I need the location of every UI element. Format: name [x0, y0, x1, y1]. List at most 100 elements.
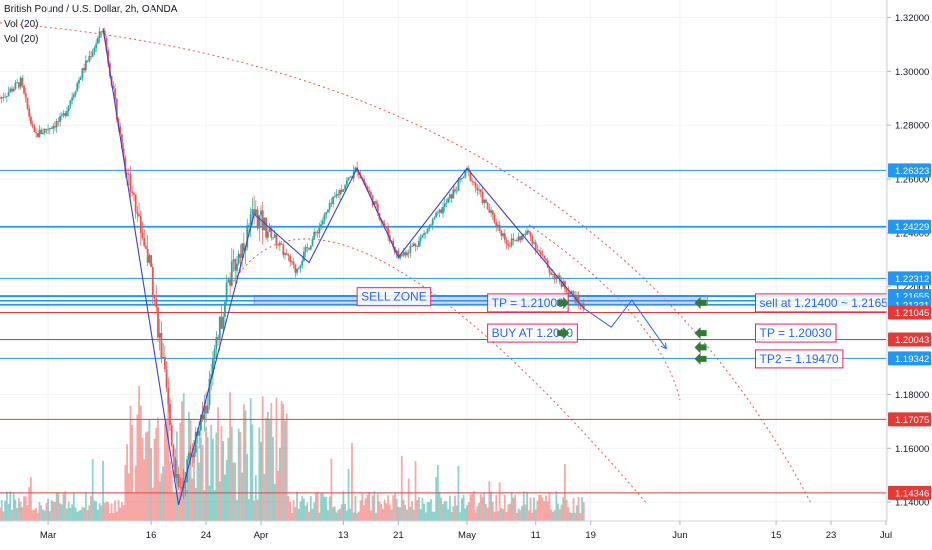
volume-bar-146 — [249, 398, 252, 521]
volume-bar-193 — [330, 458, 333, 521]
volume-bar-189 — [323, 496, 326, 521]
candle-130 — [222, 312, 225, 334]
arc-2 — [233, 238, 646, 503]
volume-bar-8 — [12, 492, 15, 521]
volume-bar-76 — [129, 405, 132, 521]
candle-275 — [471, 178, 474, 186]
candle-319 — [546, 257, 549, 268]
volume-bar-274 — [469, 494, 472, 521]
volume-bar-216 — [369, 510, 372, 521]
candle-265 — [454, 185, 456, 194]
volume-bar-172 — [294, 506, 297, 521]
volume-bar-92 — [157, 417, 159, 521]
volume-bar-250 — [428, 501, 431, 521]
volume-bar-128 — [218, 481, 221, 521]
volume-bar-124 — [212, 438, 214, 521]
volume-bar-106 — [181, 401, 183, 521]
candle-95 — [162, 343, 165, 359]
volume-bar-211 — [361, 492, 364, 521]
volume-bar-273 — [467, 502, 470, 521]
candle-165 — [282, 243, 285, 259]
volume-bar-78 — [133, 493, 135, 521]
candle-188 — [321, 217, 324, 229]
volume-bar-213 — [364, 498, 367, 521]
candle-49 — [83, 63, 86, 74]
volume-bar-176 — [301, 496, 304, 521]
candle-31 — [52, 122, 55, 134]
candle-294 — [503, 229, 506, 244]
volume-bar-304 — [521, 505, 523, 521]
volume-bar-121 — [206, 437, 209, 521]
volume-bar-270 — [462, 494, 465, 521]
volume-bar-180 — [308, 511, 310, 521]
volume-bar-203 — [347, 468, 350, 521]
candle-124 — [212, 351, 214, 386]
volume-bar-148 — [253, 500, 256, 521]
indicator-volume-2[interactable]: Vol (20) — [4, 34, 39, 45]
annotation-text-1: TP = 1.21000 — [492, 296, 564, 310]
volume-bar-186 — [318, 512, 321, 521]
price-level-label-6: 1.20043 — [895, 335, 929, 346]
volume-bar-44 — [74, 507, 77, 521]
price-tick-label-3: 1.26000 — [895, 175, 929, 186]
volume-bar-90 — [153, 438, 156, 521]
volume-bar-136 — [232, 462, 235, 521]
candle-43 — [72, 92, 75, 100]
volume-bar-64 — [108, 512, 111, 521]
volume-bar-259 — [443, 500, 446, 521]
volume-bar-17 — [28, 486, 31, 521]
volume-bar-209 — [357, 511, 360, 521]
candle-70 — [119, 122, 122, 135]
candle-22 — [36, 132, 39, 138]
volume-bar-231 — [395, 498, 398, 521]
volume-bar-199 — [340, 504, 343, 521]
volume-bar-20 — [33, 509, 36, 521]
volume-bar-55 — [93, 500, 96, 521]
candle-13 — [21, 75, 24, 89]
date-tick-label-3: Apr — [254, 530, 269, 541]
volume-bar-139 — [237, 428, 240, 521]
candle-25 — [42, 128, 44, 135]
volume-bar-48 — [81, 506, 84, 521]
volume-bar-338 — [579, 512, 582, 521]
candle-204 — [349, 175, 352, 178]
volume-bar-56 — [95, 501, 98, 521]
volume-bar-303 — [519, 510, 522, 521]
volume-bar-241 — [412, 509, 415, 521]
volume-bar-158 — [270, 403, 273, 521]
candle-308 — [527, 229, 530, 235]
volume-bar-266 — [455, 505, 458, 521]
candle-38 — [64, 111, 67, 119]
candle-35 — [59, 112, 61, 127]
candle-244 — [418, 236, 420, 248]
candle-298 — [510, 233, 513, 248]
price-level-bg-8 — [888, 412, 931, 427]
annotation-box-0 — [356, 287, 432, 307]
volume-bar-142 — [242, 404, 245, 521]
candle-262 — [448, 192, 451, 203]
price-tick-label-7: 1.18000 — [895, 390, 929, 401]
volume-bar-242 — [414, 461, 417, 521]
candle-166 — [284, 251, 286, 260]
price-tick-label-2: 1.28000 — [895, 121, 929, 132]
volume-bar-197 — [337, 510, 340, 521]
candle-47 — [79, 75, 82, 81]
candle-190 — [325, 211, 328, 219]
candle-311 — [533, 241, 535, 246]
candle-158 — [270, 224, 273, 241]
volume-bar-133 — [227, 437, 230, 521]
candle-171 — [292, 258, 295, 269]
volume-bar-302 — [517, 508, 520, 521]
volume-bar-191 — [327, 510, 329, 521]
candle-90 — [153, 294, 156, 307]
green-arrow-marker-3 — [694, 327, 707, 340]
volume-bar-85 — [145, 432, 147, 521]
candle-283 — [485, 198, 487, 204]
candle-88 — [150, 255, 153, 268]
candle-261 — [447, 196, 450, 203]
volume-bar-71 — [121, 502, 123, 521]
volume-bar-114 — [194, 488, 197, 521]
candle-29 — [48, 127, 51, 135]
volume-bar-291 — [498, 482, 501, 521]
